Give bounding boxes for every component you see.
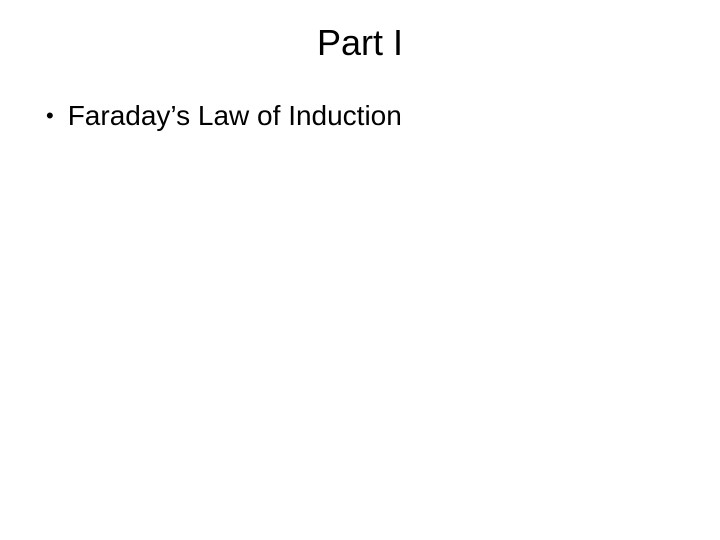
bullet-marker-icon: • [46,98,54,133]
list-item: • Faraday’s Law of Induction [46,98,680,133]
bullet-list: • Faraday’s Law of Induction [46,98,680,133]
bullet-text: Faraday’s Law of Induction [68,98,402,133]
slide-title: Part I [0,22,720,64]
